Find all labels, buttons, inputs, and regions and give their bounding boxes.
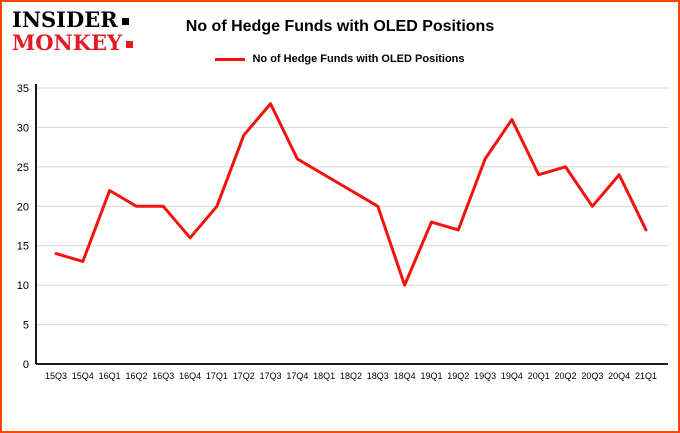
logo-text-insider: INSIDER — [12, 7, 118, 32]
y-tick-label: 15 — [17, 241, 29, 253]
x-tick-label: 18Q1 — [313, 371, 335, 381]
y-tick-label: 20 — [17, 201, 29, 213]
x-tick-label: 15Q3 — [45, 371, 67, 381]
x-tick-label: 20Q2 — [555, 371, 577, 381]
x-tick-label: 21Q1 — [635, 371, 657, 381]
logo-square-red-icon — [125, 40, 133, 48]
x-tick-label: 20Q1 — [528, 371, 550, 381]
logo-square-black-icon — [121, 18, 129, 25]
x-tick-label: 20Q3 — [581, 371, 603, 381]
x-tick-label: 16Q4 — [179, 371, 201, 381]
y-tick-label: 5 — [23, 320, 29, 332]
x-tick-label: 18Q3 — [367, 371, 389, 381]
x-tick-label: 17Q1 — [206, 371, 228, 381]
x-tick-label: 16Q2 — [125, 371, 147, 381]
x-tick-label: 16Q1 — [99, 371, 121, 381]
x-tick-label: 17Q2 — [233, 371, 255, 381]
logo-line-insider: INSIDER — [12, 7, 133, 32]
legend-label: No of Hedge Funds with OLED Positions — [252, 53, 465, 65]
x-tick-label: 17Q4 — [286, 371, 308, 381]
legend-line-swatch-icon — [215, 57, 246, 61]
insider-monkey-logo: INSIDER MONKEY — [12, 7, 133, 55]
logo-line-monkey: MONKEY — [12, 29, 133, 55]
x-tick-label: 18Q4 — [394, 371, 416, 381]
logo-text-monkey: MONKEY — [12, 29, 122, 55]
line-chart: 0 5 10 15 20 25 30 35 15Q3 15Q4 16Q1 16Q2 16Q3 16Q4 17… — [17, 83, 668, 381]
x-tick-label: 15Q4 — [72, 371, 94, 381]
x-tick-label: 19Q3 — [474, 371, 496, 381]
x-tick-label: 16Q3 — [152, 371, 174, 381]
data-line-series — [54, 102, 648, 287]
x-tick-label: 19Q4 — [501, 371, 523, 381]
x-tick-label: 18Q2 — [340, 371, 362, 381]
legend: No of Hedge Funds with OLED Positions — [2, 53, 678, 65]
y-tick-label: 10 — [17, 280, 29, 292]
y-tick-label: 35 — [17, 83, 29, 95]
chart-header: INSIDER MONKEY No of Hedge Funds with OL… — [2, 2, 678, 80]
x-tick-label: 20Q4 — [608, 371, 630, 381]
page-title: No of Hedge Funds with OLED Positions — [185, 18, 495, 35]
x-tick-label: 19Q2 — [447, 371, 469, 381]
y-tick-label: 30 — [17, 122, 29, 134]
x-tick-label: 17Q3 — [260, 371, 282, 381]
x-tick-label: 19Q1 — [420, 371, 442, 381]
y-tick-label: 0 — [23, 359, 29, 371]
chart-area: 0 5 10 15 20 25 30 35 15Q3 15Q4 16Q1 16Q2 16Q3 16Q4 17… — [2, 80, 678, 431]
y-tick-label: 25 — [17, 162, 29, 174]
